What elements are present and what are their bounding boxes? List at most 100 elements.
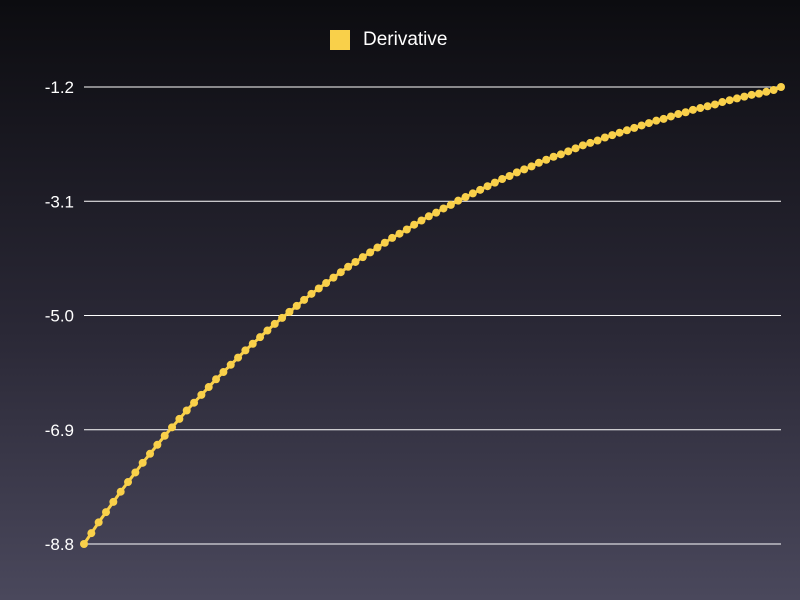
- data-point: [747, 90, 756, 99]
- data-point: [300, 295, 309, 304]
- data-point: [498, 175, 507, 183]
- data-point: [615, 128, 624, 137]
- data-point: [124, 478, 133, 487]
- data-point: [160, 431, 169, 440]
- data-point: [490, 178, 499, 187]
- data-point: [292, 301, 301, 310]
- data-point: [241, 346, 250, 355]
- data-point: [688, 105, 697, 114]
- data-point: [578, 141, 587, 150]
- data-point: [439, 204, 448, 213]
- data-point: [212, 375, 221, 384]
- data-point: [556, 150, 565, 159]
- y-axis-ticks: -1.2 -3.1 -5.0 -6.9 -8.8: [45, 78, 74, 554]
- data-point: [710, 100, 719, 109]
- data-point: [314, 284, 323, 293]
- data-point: [138, 458, 147, 467]
- data-point: [131, 468, 140, 477]
- data-point: [600, 133, 609, 142]
- series-derivative: [80, 83, 785, 548]
- data-point: [94, 518, 103, 527]
- data-point: [256, 333, 265, 342]
- data-point: [468, 189, 477, 198]
- data-point: [432, 208, 441, 217]
- data-point: [659, 114, 668, 123]
- data-point: [732, 94, 741, 103]
- data-point: [109, 497, 118, 506]
- data-point: [549, 152, 558, 161]
- data-point: [446, 200, 455, 209]
- data-point: [366, 248, 375, 257]
- data-point: [666, 112, 675, 121]
- data-point: [182, 406, 191, 415]
- data-point: [703, 102, 712, 111]
- data-point: [483, 182, 492, 191]
- data-point: [388, 233, 397, 242]
- gridlines: [84, 86, 781, 545]
- data-point: [87, 529, 96, 538]
- data-point: [630, 123, 639, 132]
- data-point: [336, 268, 345, 277]
- data-point: [344, 262, 353, 271]
- data-point: [175, 414, 184, 423]
- data-point: [571, 144, 580, 153]
- data-point: [754, 89, 763, 98]
- data-point: [278, 313, 287, 322]
- data-point: [80, 540, 88, 548]
- data-point: [527, 162, 536, 171]
- data-point: [740, 92, 749, 101]
- data-point: [322, 279, 331, 288]
- legend-swatch: [330, 30, 350, 50]
- data-point: [674, 110, 683, 119]
- data-point: [219, 368, 228, 377]
- y-tick-label: -1.2: [45, 78, 74, 97]
- data-point: [762, 87, 771, 96]
- y-tick-label: -8.8: [45, 535, 74, 554]
- data-point: [681, 108, 690, 117]
- data-point: [102, 508, 111, 517]
- legend-label: Derivative: [363, 29, 447, 50]
- data-point: [777, 83, 785, 91]
- data-point: [505, 171, 514, 180]
- data-point: [358, 253, 367, 262]
- data-point: [608, 131, 617, 140]
- y-tick-label: -5.0: [45, 307, 74, 326]
- data-point: [696, 104, 705, 113]
- data-point: [461, 193, 470, 202]
- data-point: [204, 383, 213, 392]
- data-point: [454, 196, 463, 205]
- y-tick-label: -6.9: [45, 421, 74, 440]
- data-point: [285, 307, 294, 316]
- data-point: [373, 243, 382, 252]
- data-point: [424, 212, 433, 221]
- data-point: [637, 121, 646, 130]
- data-point: [593, 136, 602, 145]
- data-point: [402, 225, 411, 234]
- data-point: [270, 319, 279, 328]
- data-point: [644, 119, 653, 128]
- data-point: [248, 339, 257, 348]
- data-point: [197, 390, 206, 399]
- legend: Derivative: [330, 29, 447, 50]
- data-point: [263, 326, 272, 335]
- data-point: [329, 273, 338, 282]
- data-point: [234, 353, 243, 362]
- data-point: [410, 220, 419, 229]
- data-point: [476, 185, 485, 194]
- data-point: [564, 147, 573, 156]
- data-point: [190, 398, 199, 407]
- data-point: [116, 487, 125, 496]
- data-point: [534, 158, 543, 167]
- data-point: [586, 138, 595, 147]
- data-point: [417, 216, 426, 225]
- data-point: [652, 116, 661, 125]
- data-point: [520, 165, 529, 174]
- data-point: [512, 168, 521, 177]
- data-point: [146, 449, 155, 458]
- data-point: [226, 360, 235, 369]
- data-point: [769, 86, 778, 95]
- data-point: [622, 126, 631, 135]
- data-point: [718, 98, 727, 107]
